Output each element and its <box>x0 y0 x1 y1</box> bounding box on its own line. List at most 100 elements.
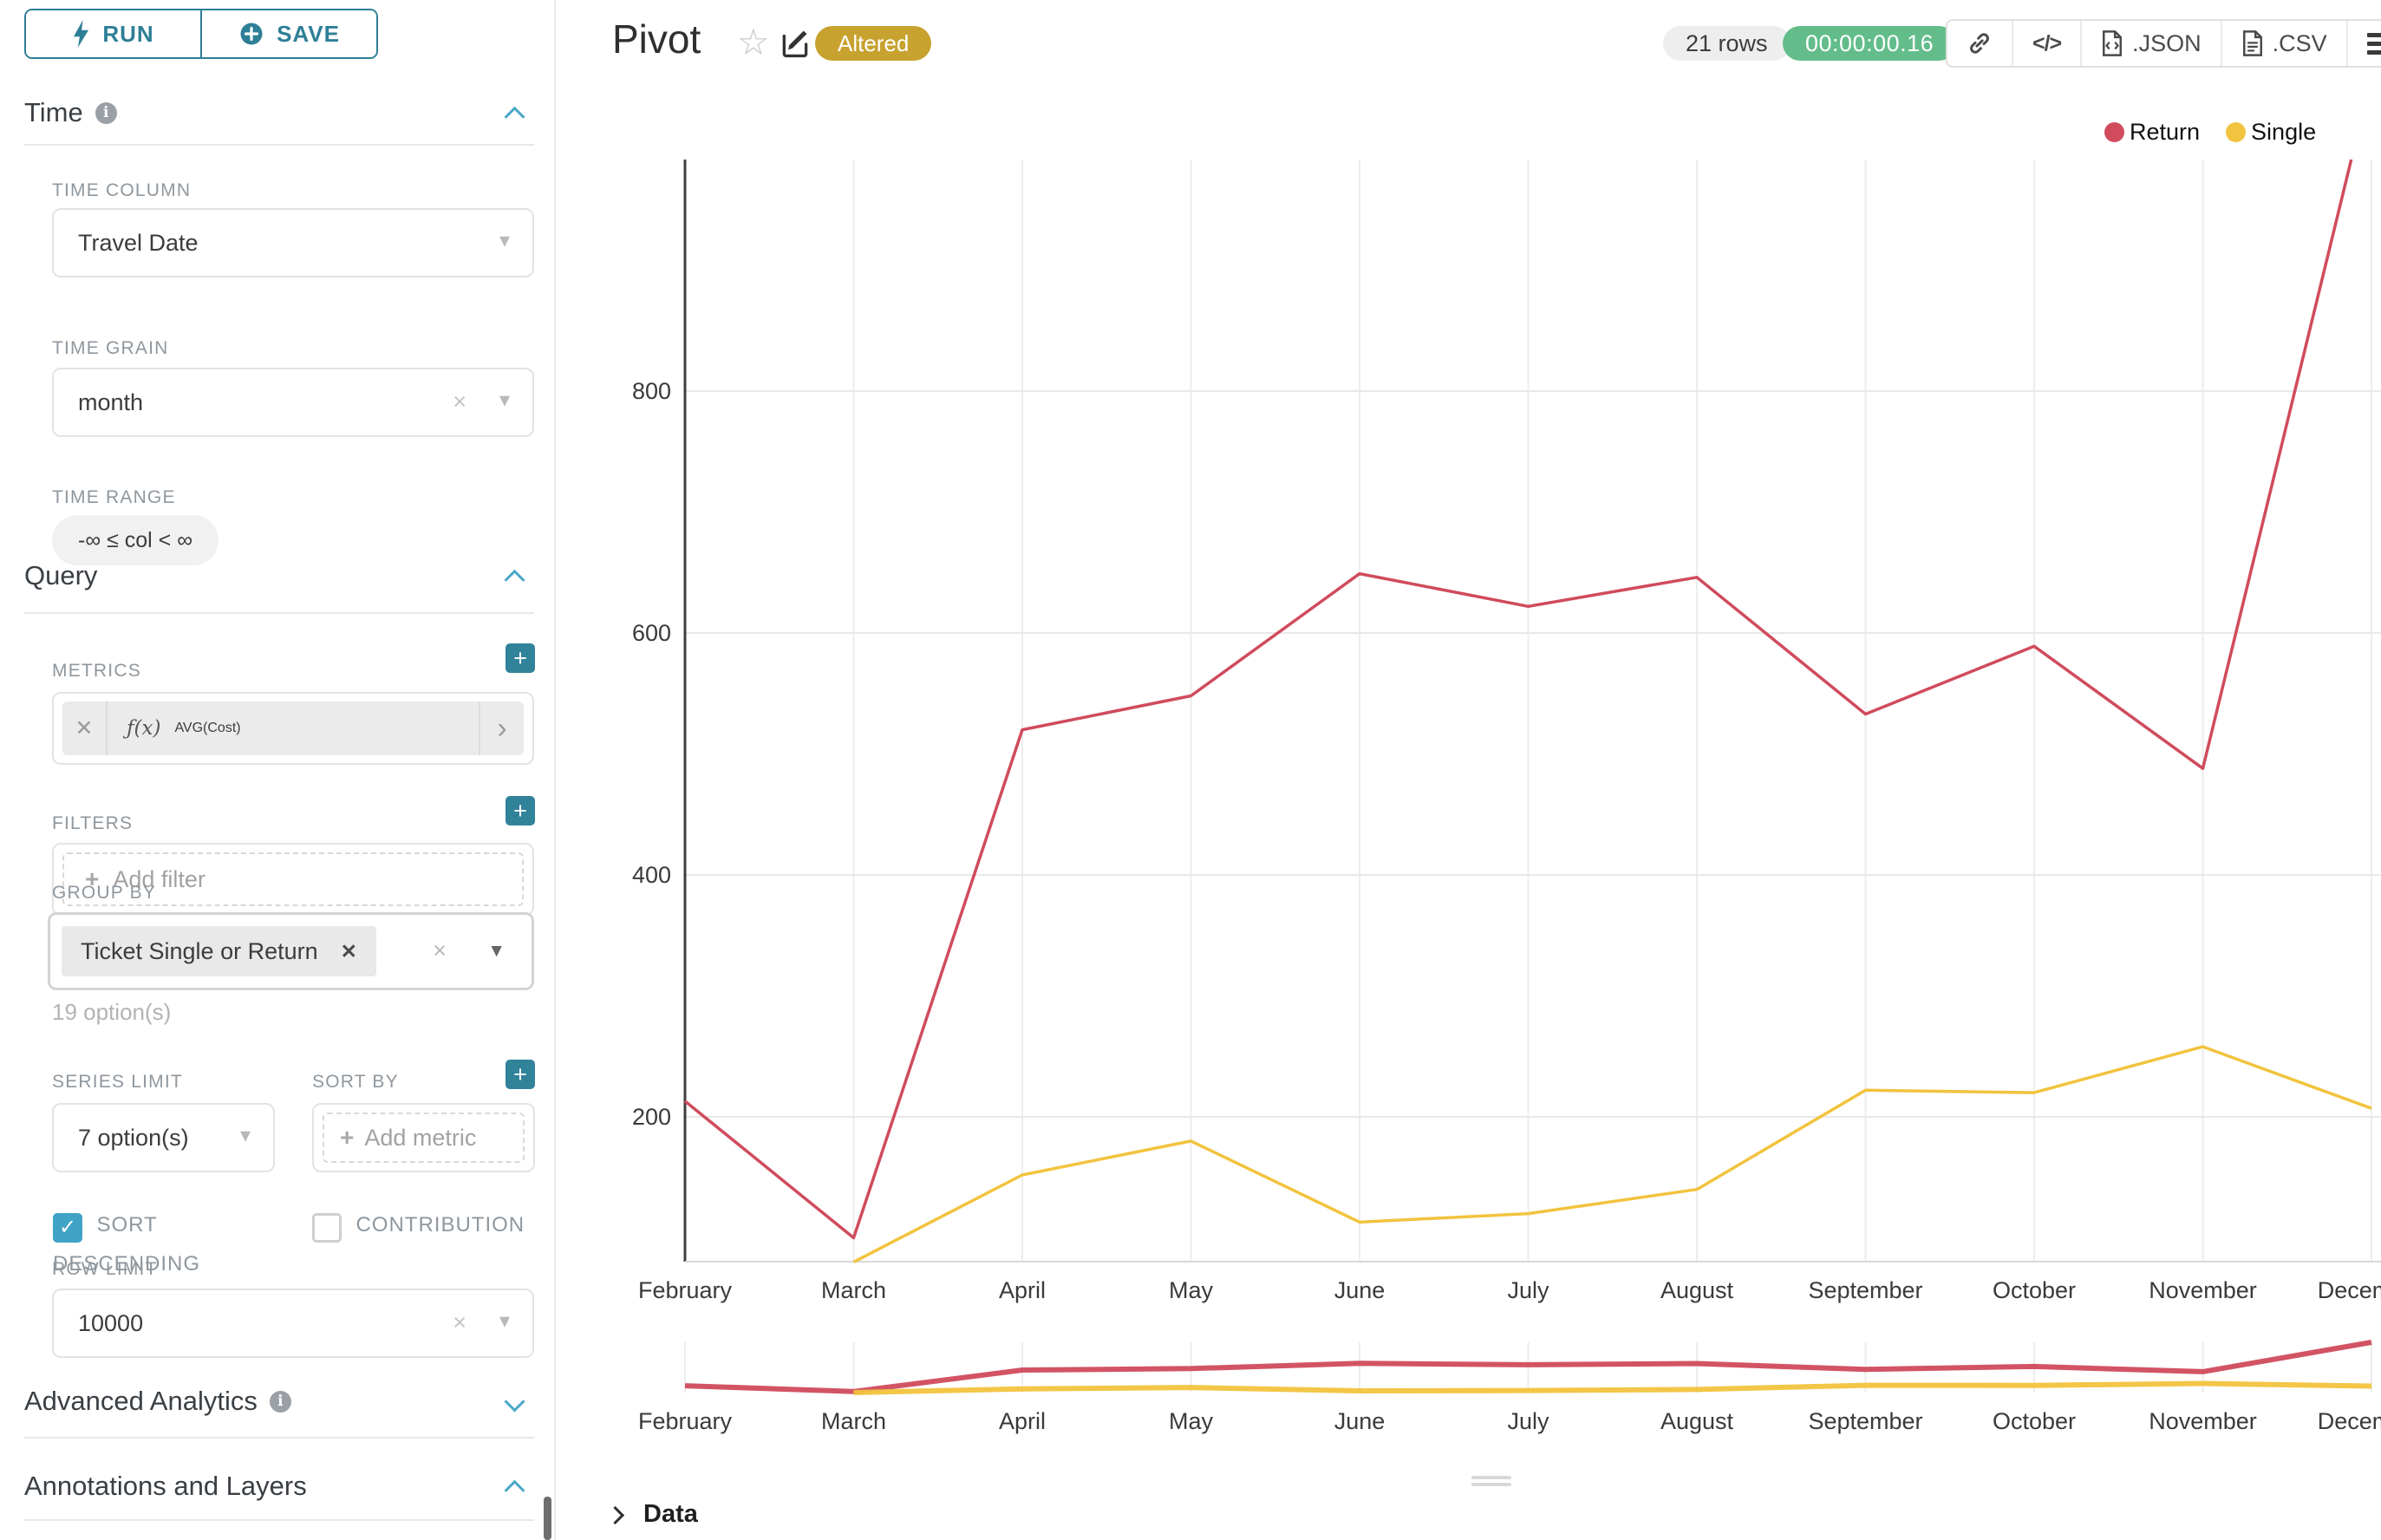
add-metric-plus-button[interactable]: + <box>506 643 535 673</box>
annotations-title: Annotations and Layers <box>24 1471 307 1501</box>
chevron-up-icon[interactable] <box>504 106 525 127</box>
row-limit-label: ROW LIMIT <box>52 1259 158 1279</box>
save-button-label: SAVE <box>277 20 340 47</box>
group-by-tag-label: Ticket Single or Return <box>81 937 318 964</box>
plus-icon: + <box>340 1124 355 1151</box>
clear-icon[interactable]: × <box>453 1308 466 1335</box>
clear-icon[interactable]: × <box>433 936 447 963</box>
metric-value: AVG(Cost) <box>174 721 241 735</box>
add-sort-metric-button[interactable]: + Add metric <box>323 1113 525 1163</box>
metric-main[interactable]: ƒ(x) AVG(Cost) <box>108 717 479 740</box>
group-by-tag[interactable]: Ticket Single or Return ✕ <box>62 926 376 976</box>
caret-down-icon[interactable]: ▾ <box>239 1124 251 1148</box>
sort-descending-checkbox[interactable]: ✓ <box>53 1212 82 1243</box>
chevron-up-icon[interactable] <box>504 1479 525 1501</box>
legend-item-single[interactable]: Single <box>2226 119 2316 146</box>
caret-down-icon[interactable]: ▾ <box>499 388 510 413</box>
advanced-analytics-section-header[interactable]: Advanced Analytics i <box>24 1382 534 1420</box>
sort-descending-field: ✓ SORT DESCENDING <box>53 1207 270 1285</box>
code-icon: </> <box>2032 30 2062 55</box>
export-csv-button[interactable]: .CSV <box>2220 21 2346 66</box>
run-button[interactable]: RUN <box>26 10 200 57</box>
add-sort-metric-plus-button[interactable]: + <box>506 1060 535 1089</box>
remove-tag-icon[interactable]: ✕ <box>340 939 357 962</box>
x-axis-label: April <box>999 1277 1046 1303</box>
save-button[interactable]: SAVE <box>200 10 376 57</box>
export-json-label: .JSON <box>2132 29 2202 56</box>
x-axis-label: June <box>1334 1277 1386 1303</box>
row-limit-select[interactable]: 10000 × ▾ <box>52 1289 534 1358</box>
contribution-label: CONTRIBUTION <box>356 1213 525 1237</box>
control-panel-sidebar: RUN SAVE Time i TIME COLUMN Travel Date … <box>0 0 556 1540</box>
advanced-analytics-title: Advanced Analytics <box>24 1386 258 1416</box>
sidebar-scrollbar[interactable] <box>544 1497 551 1540</box>
filters-box: + Add filter <box>52 843 534 916</box>
query-timer-badge: 00:00:00.16 <box>1783 26 1957 61</box>
time-grain-select[interactable]: month × ▾ <box>52 368 534 437</box>
chart-menu-button[interactable] <box>2345 21 2381 66</box>
altered-badge[interactable]: Altered <box>815 26 932 61</box>
add-filter-button[interactable]: + Add filter <box>62 852 524 906</box>
add-filter-plus-button[interactable]: + <box>506 796 535 825</box>
data-panel-chevron-right-icon[interactable] <box>605 1505 625 1525</box>
panel-resize-handle[interactable] <box>1471 1476 1511 1486</box>
brush-minichart[interactable] <box>685 1335 2381 1431</box>
sort-by-label: SORT BY <box>312 1072 399 1092</box>
caret-down-icon[interactable]: ▾ <box>499 1309 510 1334</box>
x-axis-label: July <box>1507 1277 1549 1303</box>
x-axis-label: August <box>1660 1277 1734 1303</box>
view-query-button[interactable]: </> <box>2012 21 2080 66</box>
x-axis-label: September <box>1808 1277 1922 1303</box>
query-section-header[interactable]: Query <box>24 557 534 595</box>
legend-item-return[interactable]: Return <box>2104 119 2200 146</box>
series-limit-select[interactable]: 7 option(s) ▾ <box>52 1103 275 1172</box>
divider <box>24 612 534 614</box>
contribution-checkbox[interactable] <box>312 1212 342 1243</box>
time-grain-value: month <box>78 388 144 415</box>
expand-metric-chevron-icon[interactable]: › <box>479 701 524 755</box>
sort-descending-label: SORT DESCENDING <box>53 1213 201 1276</box>
metric-pill[interactable]: ✕ ƒ(x) AVG(Cost) › <box>62 701 524 755</box>
clear-icon[interactable]: × <box>453 388 466 414</box>
metrics-box: ✕ ƒ(x) AVG(Cost) › <box>52 692 534 765</box>
lightning-icon <box>74 20 89 48</box>
row-count-badge: 21 rows <box>1663 26 1791 61</box>
divider <box>24 1519 534 1521</box>
time-range-label: TIME RANGE <box>52 487 176 507</box>
x-axis-label: October <box>1993 1277 2076 1303</box>
annotations-section-header[interactable]: Annotations and Layers <box>24 1467 534 1505</box>
contribution-field: CONTRIBUTION <box>312 1207 546 1246</box>
share-link-button[interactable] <box>1947 21 2012 66</box>
time-range-value[interactable]: -∞ ≤ col < ∞ <box>52 515 219 565</box>
x-axis-label: March <box>821 1277 886 1303</box>
info-icon: i <box>269 1390 291 1413</box>
favorite-star-icon[interactable]: ☆ <box>737 22 770 62</box>
chevron-up-icon[interactable] <box>504 569 525 591</box>
return-series-dot <box>2104 122 2124 142</box>
line-chart[interactable] <box>685 160 2381 1262</box>
single-series-dot <box>2226 122 2247 142</box>
row-count-label: 21 rows <box>1686 29 1768 56</box>
add-metric-placeholder: Add metric <box>364 1124 477 1151</box>
group-by-select[interactable]: Ticket Single or Return ✕ × ▼ <box>48 912 534 990</box>
group-by-label: GROUP BY <box>52 883 157 903</box>
time-section-header[interactable]: Time i <box>24 94 534 132</box>
y-axis-tick-label: 600 <box>632 620 671 646</box>
remove-metric-icon[interactable]: ✕ <box>62 701 108 755</box>
link-icon <box>1970 33 1989 54</box>
data-panel-title[interactable]: Data <box>643 1500 698 1528</box>
x-axis-label: November <box>2149 1277 2257 1303</box>
export-json-button[interactable]: .JSON <box>2080 21 2221 66</box>
query-section-title: Query <box>24 560 98 591</box>
export-csv-label: .CSV <box>2272 29 2327 56</box>
single-series-label: Single <box>2251 119 2317 145</box>
caret-down-icon[interactable]: ▾ <box>499 229 510 253</box>
chevron-down-icon[interactable] <box>504 1391 525 1413</box>
y-axis-tick-label: 200 <box>632 1104 671 1130</box>
caret-down-icon[interactable]: ▼ <box>487 941 506 961</box>
time-column-select[interactable]: Travel Date ▾ <box>52 208 534 277</box>
edit-properties-icon[interactable] <box>779 28 812 65</box>
series-limit-label: SERIES LIMIT <box>52 1072 183 1092</box>
divider <box>24 144 534 146</box>
fx-icon: ƒ(x) <box>127 717 161 740</box>
